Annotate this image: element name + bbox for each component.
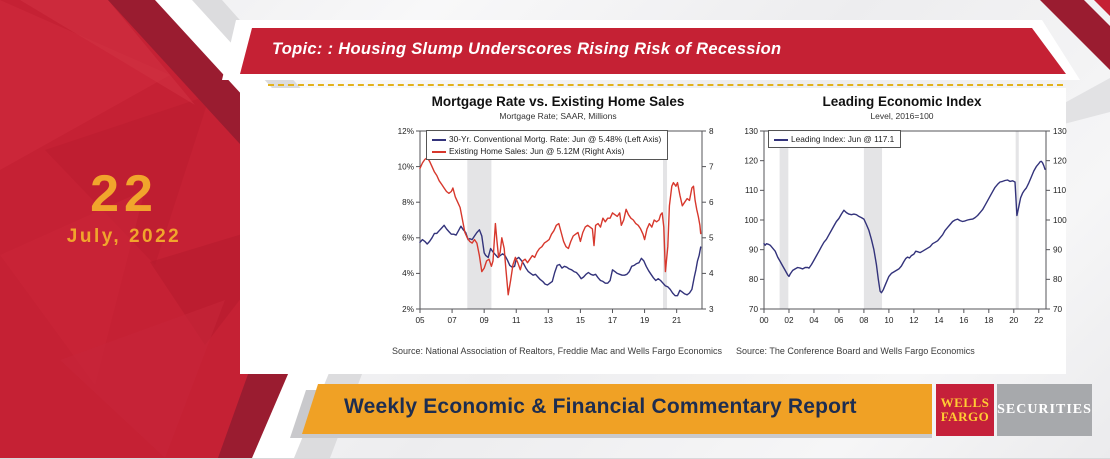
axis-tick-label: 13 [544, 316, 554, 325]
wells-fargo-logo-line2: FARGO [940, 409, 990, 424]
recession-band [1015, 130, 1019, 309]
axis-tick-label: 8 [709, 126, 714, 135]
chart-subtitle: Level, 2016=100 [870, 110, 934, 121]
date-month-year: July, 2022 [66, 226, 182, 247]
axis-tick-label: 20 [1009, 316, 1019, 325]
report-title: Weekly Economic & Financial Commentary R… [344, 395, 857, 418]
axis-tick-label: 18 [984, 316, 994, 325]
axis-tick-label: 00 [759, 316, 769, 325]
axis-tick-label: 2% [402, 304, 414, 313]
axis-tick-label: 19 [640, 316, 650, 325]
legend-item: Leading Index: Jun @ 117.1 [774, 133, 894, 145]
chart-legend: 30-Yr. Conventional Mortg. Rate: Jun @ 5… [426, 130, 669, 161]
chart-source: Source: The Conference Board and Wells F… [736, 345, 975, 356]
axis-tick-label: 09 [480, 316, 490, 325]
chart-plot: 12% 10% 8% 6% 4% 2% 8 7 6 5 4 3 05 07 09 11 13 15 17 19 21 [398, 126, 714, 325]
series-line [763, 160, 1046, 293]
axis-tick-label: 04 [809, 316, 819, 325]
securities-logo-text: SECURITIES [997, 402, 1092, 417]
axis-tick-label: 100 [744, 215, 758, 224]
axis-tick-label: 70 [749, 304, 759, 313]
series-line [419, 224, 702, 296]
axis-tick-label: 21 [672, 316, 682, 325]
axis-tick-label: 17 [608, 316, 618, 325]
chart-title: Leading Economic Index [822, 94, 982, 109]
securities-logo: SECURITIES [997, 384, 1092, 436]
topic-title: Topic: : Housing Slump Underscores Risin… [272, 40, 782, 58]
axis-tick-label: 06 [834, 316, 844, 325]
axis-tick-label: 110 [1053, 186, 1066, 195]
axis-tick-label: 5 [709, 233, 714, 242]
axis-tick-label: 7 [709, 162, 714, 171]
chart-subtitle: Mortgage Rate; SAAR, Millions [499, 110, 617, 121]
axis-tick-label: 120 [1053, 156, 1067, 165]
chart-title: Mortgage Rate vs. Existing Home Sales [431, 94, 685, 109]
legend-label: Existing Home Sales: Jun @ 5.12M (Right … [449, 146, 625, 157]
axis-tick-label: 4 [709, 269, 714, 278]
axis-tick-label: 130 [1053, 126, 1067, 135]
axis-tick-label: 10% [398, 162, 414, 171]
axis-tick-label: 16 [959, 316, 969, 325]
axis-tick-label: 120 [744, 156, 758, 165]
axis-tick-label: 90 [749, 245, 759, 254]
wells-fargo-logo: WELLS FARGO [936, 384, 994, 436]
legend-line-swatch [432, 150, 446, 153]
axis-tick-label: 100 [1053, 215, 1067, 224]
axis-tick-label: 90 [1053, 245, 1063, 254]
dashed-divider [268, 84, 1063, 86]
axis-tick-label: 6 [709, 198, 714, 207]
axis-tick-label: 22 [1034, 316, 1044, 325]
chart-mortgage-vs-home-sales: Mortgage Rate vs. Existing Home Sales Mo… [392, 94, 724, 357]
wells-fargo-logo-line1: WELLS [940, 394, 990, 410]
legend-label: Leading Index: Jun @ 117.1 [791, 134, 895, 144]
axis-tick-label: 15 [576, 316, 586, 325]
chart-leading-economic-index: Leading Economic Index Level, 2016=100 1… [736, 94, 1068, 357]
axis-tick-label: 4% [402, 269, 414, 278]
axis-tick-label: 12 [909, 316, 919, 325]
legend-line-swatch [432, 138, 446, 141]
recession-band [467, 130, 492, 309]
legend-line-swatch [774, 138, 788, 141]
chart-legend: Leading Index: Jun @ 117.1 [768, 130, 902, 149]
axis-tick-label: 14 [934, 316, 944, 325]
legend-label: 30-Yr. Conventional Mortg. Rate: Jun @ 5… [449, 134, 662, 144]
legend-item: 30-Yr. Conventional Mortg. Rate: Jun @ 5… [432, 133, 661, 145]
axis-tick-label: 110 [745, 186, 758, 195]
axis-tick-label: 6% [402, 233, 414, 242]
axis-tick-label: 70 [1053, 304, 1063, 313]
axis-tick-label: 02 [784, 316, 794, 325]
axis-tick-label: 08 [859, 316, 869, 325]
plot-frame [763, 130, 1047, 310]
axis-tick-label: 130 [744, 126, 758, 135]
axis-tick-label: 8% [402, 198, 414, 207]
recession-band [663, 130, 668, 309]
recession-band [863, 130, 883, 309]
recession-band [779, 130, 789, 309]
axis-tick-label: 80 [1053, 275, 1063, 284]
axis-tick-label: 11 [512, 316, 521, 325]
axis-tick-label: 80 [749, 275, 759, 284]
axis-tick-label: 12% [398, 126, 414, 135]
legend-item: Existing Home Sales: Jun @ 5.12M (Right … [432, 145, 661, 157]
series-line [419, 156, 702, 296]
date-block: 22 July, 2022 [38, 168, 210, 248]
axis-tick-label: 07 [448, 316, 458, 325]
axis-tick-label: 05 [415, 316, 425, 325]
axis-tick-label: 10 [884, 316, 894, 325]
date-day: 22 [90, 165, 158, 223]
axis-tick-label: 3 [709, 304, 714, 313]
chart-source: Source: National Association of Realtors… [392, 345, 722, 356]
